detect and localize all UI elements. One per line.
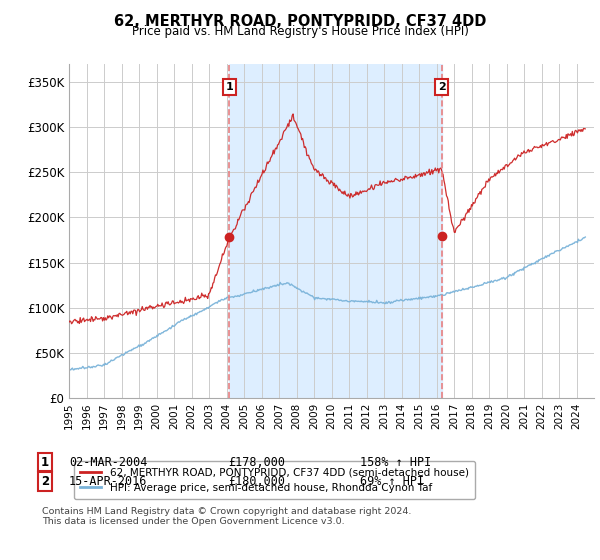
Text: £178,000: £178,000 <box>228 455 285 469</box>
Text: 2: 2 <box>41 475 49 488</box>
Text: 15-APR-2016: 15-APR-2016 <box>69 475 148 488</box>
Text: 02-MAR-2004: 02-MAR-2004 <box>69 455 148 469</box>
Text: Contains HM Land Registry data © Crown copyright and database right 2024.
This d: Contains HM Land Registry data © Crown c… <box>42 507 412 526</box>
Bar <box>229 64 442 398</box>
Text: 62, MERTHYR ROAD, PONTYPRIDD, CF37 4DD: 62, MERTHYR ROAD, PONTYPRIDD, CF37 4DD <box>114 14 486 29</box>
Text: Price paid vs. HM Land Registry's House Price Index (HPI): Price paid vs. HM Land Registry's House … <box>131 25 469 38</box>
Text: 158% ↑ HPI: 158% ↑ HPI <box>360 455 431 469</box>
Text: 1: 1 <box>226 82 233 92</box>
Legend: 62, MERTHYR ROAD, PONTYPRIDD, CF37 4DD (semi-detached house), HPI: Average price: 62, MERTHYR ROAD, PONTYPRIDD, CF37 4DD (… <box>74 461 475 499</box>
Text: £180,000: £180,000 <box>228 475 285 488</box>
Text: 69% ↑ HPI: 69% ↑ HPI <box>360 475 424 488</box>
Text: 2: 2 <box>437 82 445 92</box>
Text: 1: 1 <box>41 455 49 469</box>
